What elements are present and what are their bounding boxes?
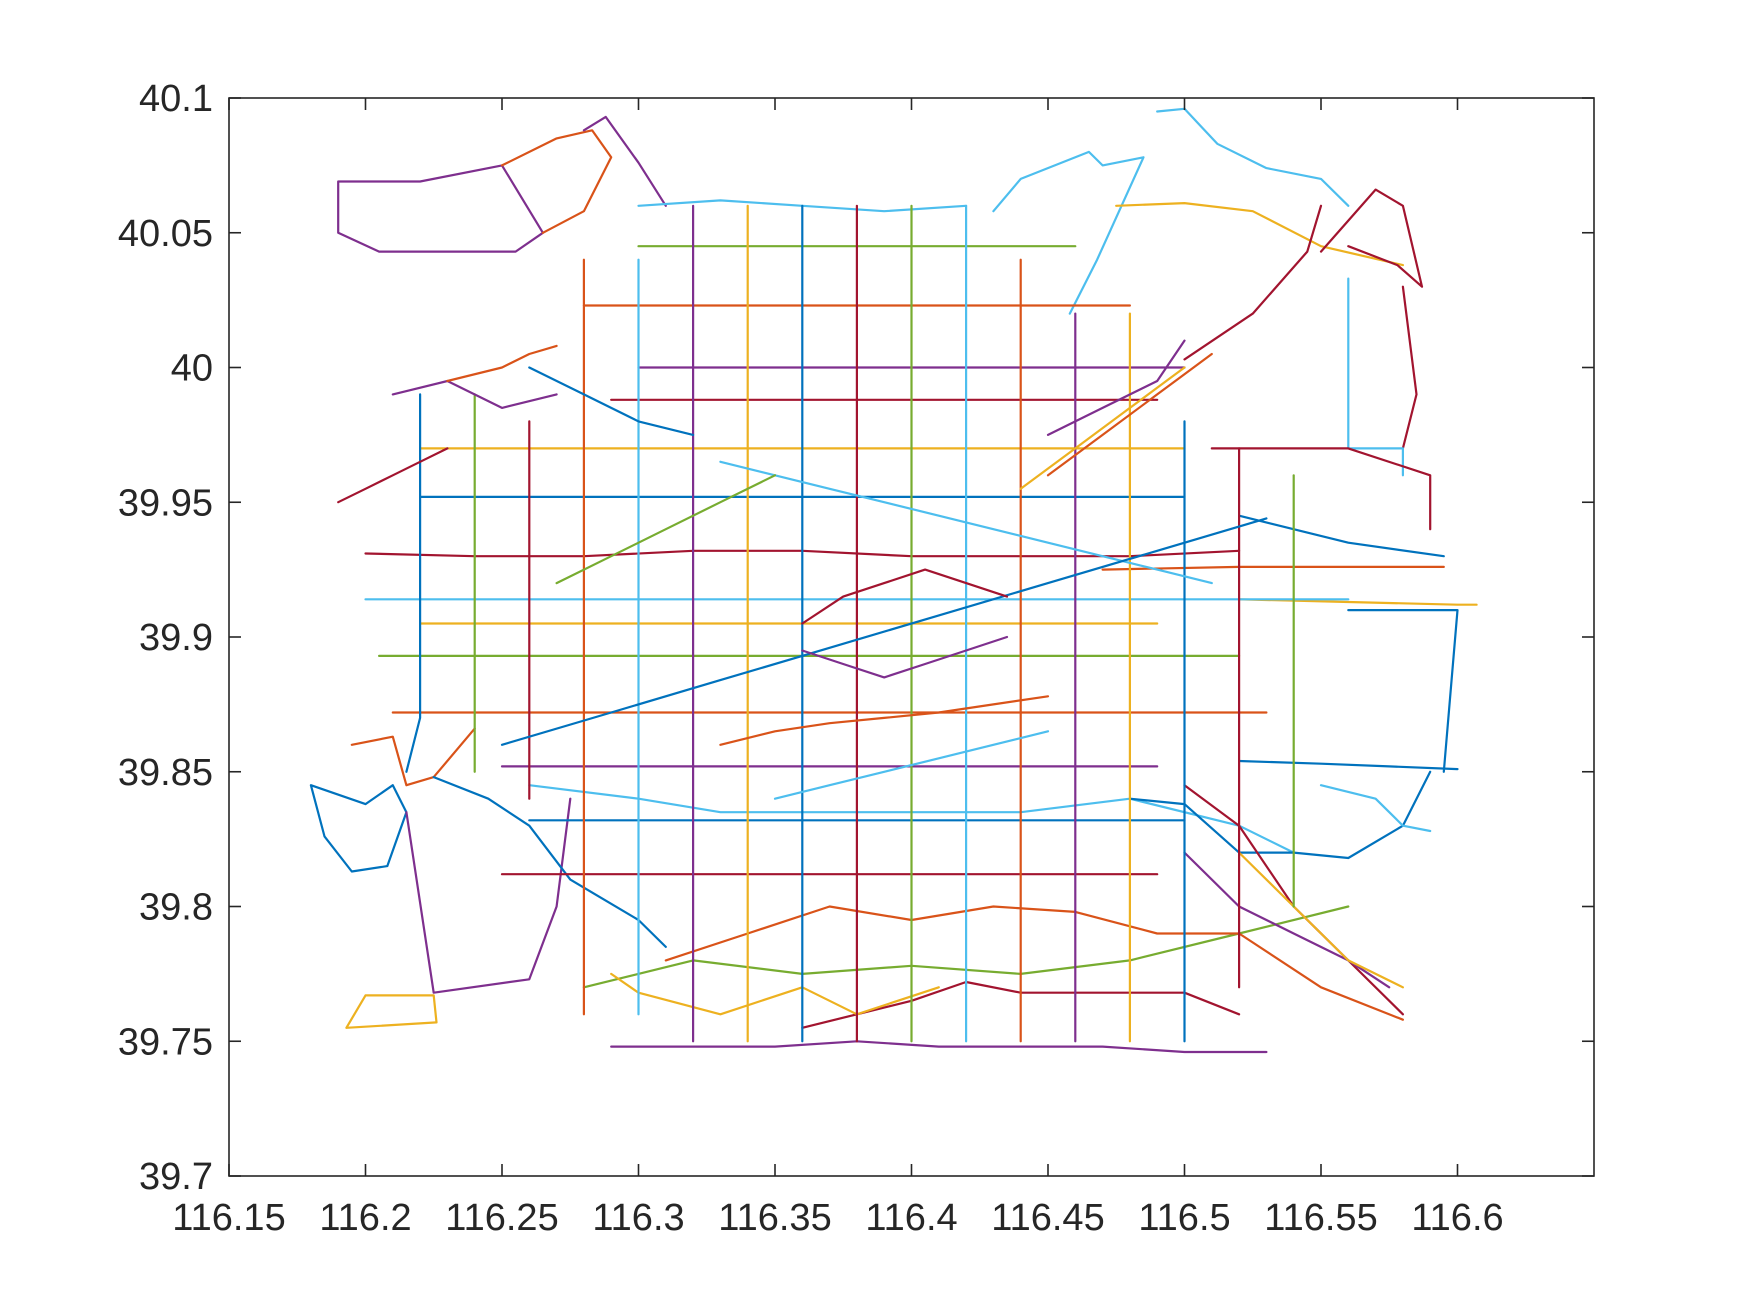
y-tick-label: 39.95: [118, 482, 213, 524]
y-tick-label: 39.8: [139, 887, 213, 929]
route-line: [1183, 204, 1323, 361]
route-line: [350, 727, 476, 787]
y-tick-label: 39.85: [118, 752, 213, 794]
route-lines: [309, 107, 1478, 1054]
route-line: [345, 994, 438, 1029]
route-line: [992, 150, 1145, 315]
route-line: [719, 460, 1213, 585]
x-tick-label: 116.35: [718, 1197, 831, 1239]
route-line: [1319, 188, 1424, 288]
x-tick-label: 116.15: [172, 1197, 285, 1239]
y-tick-label: 40.1: [139, 78, 213, 120]
route-line: [1210, 447, 1432, 531]
x-tick-label: 116.25: [445, 1197, 558, 1239]
x-tick-label: 116.5: [1138, 1197, 1230, 1239]
route-line: [801, 635, 1009, 679]
route-line: [391, 379, 558, 409]
route-line: [337, 447, 449, 504]
route-line: [801, 568, 1009, 625]
route-line: [582, 115, 667, 207]
x-tick-label: 116.45: [991, 1197, 1104, 1239]
route-line: [446, 344, 558, 383]
y-tick-label: 39.9: [139, 617, 213, 659]
route-line: [337, 164, 545, 253]
route-line: [1156, 107, 1350, 207]
route-line: [432, 775, 667, 949]
route-line: [1237, 759, 1459, 771]
route-line: [1046, 339, 1186, 436]
route-line: [309, 784, 408, 873]
x-tick-label: 116.55: [1264, 1197, 1377, 1239]
x-tick-labels: 116.15 116.2 116.25 116.3 116.35 116.4 116.45 1…: [172, 1197, 1503, 1239]
route-line: [773, 730, 1050, 800]
route-line: [719, 695, 1050, 746]
x-tick-label: 116.3: [592, 1197, 684, 1239]
route-line: [1347, 608, 1459, 773]
route-line: [610, 972, 940, 1016]
route-line: [405, 797, 572, 994]
route-line: [1237, 514, 1445, 558]
x-tick-label: 116.6: [1411, 1197, 1503, 1239]
route-line: [500, 129, 613, 234]
route-line: [1401, 285, 1418, 450]
route-line: [555, 474, 777, 585]
x-tick-label: 116.4: [865, 1197, 957, 1239]
y-tick-label: 39.75: [118, 1021, 213, 1063]
route-line: [1115, 202, 1405, 267]
route-line: [1183, 851, 1391, 989]
route-line: [1347, 277, 1405, 477]
route-line: [528, 366, 695, 436]
y-tick-label: 39.7: [139, 1156, 213, 1198]
y-tick-label: 40.05: [118, 213, 213, 255]
route-line: [610, 1040, 1268, 1054]
x-tick-label: 116.2: [319, 1197, 411, 1239]
route-line: [1319, 784, 1432, 833]
axis-ticks: [228, 97, 1594, 1177]
y-tick-labels: 39.7 39.75 39.8 39.85 39.9 39.95 40 40.05 40.1: [118, 78, 213, 1198]
route-line: [500, 517, 1268, 746]
route-line: [664, 905, 1405, 1021]
route-line: [405, 393, 422, 773]
y-tick-label: 40: [171, 348, 213, 390]
route-line: [1046, 352, 1213, 477]
route-line: [1019, 366, 1186, 490]
route-line: [1237, 851, 1405, 989]
